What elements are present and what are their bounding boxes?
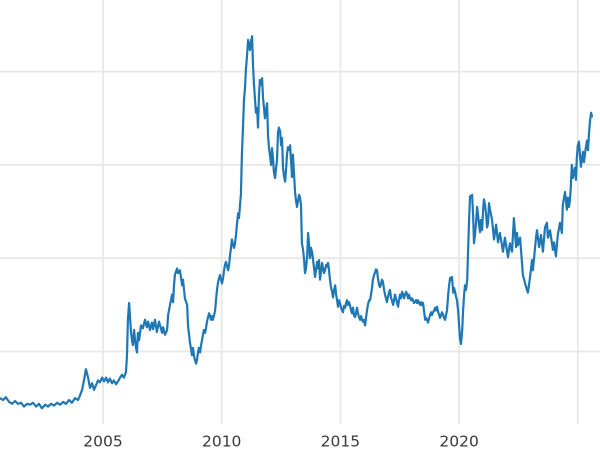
gridline-group: [0, 0, 600, 424]
x-tick-label: 2005: [83, 433, 122, 450]
x-tick-label: 2015: [321, 433, 360, 450]
x-axis-tick-label-group: 2005 2010 2015 2020: [83, 433, 479, 450]
x-tick-label: 2020: [439, 433, 478, 450]
series-group: [0, 35, 594, 410]
x-tick-label: 2010: [202, 433, 241, 450]
price-series-line: [0, 35, 594, 410]
